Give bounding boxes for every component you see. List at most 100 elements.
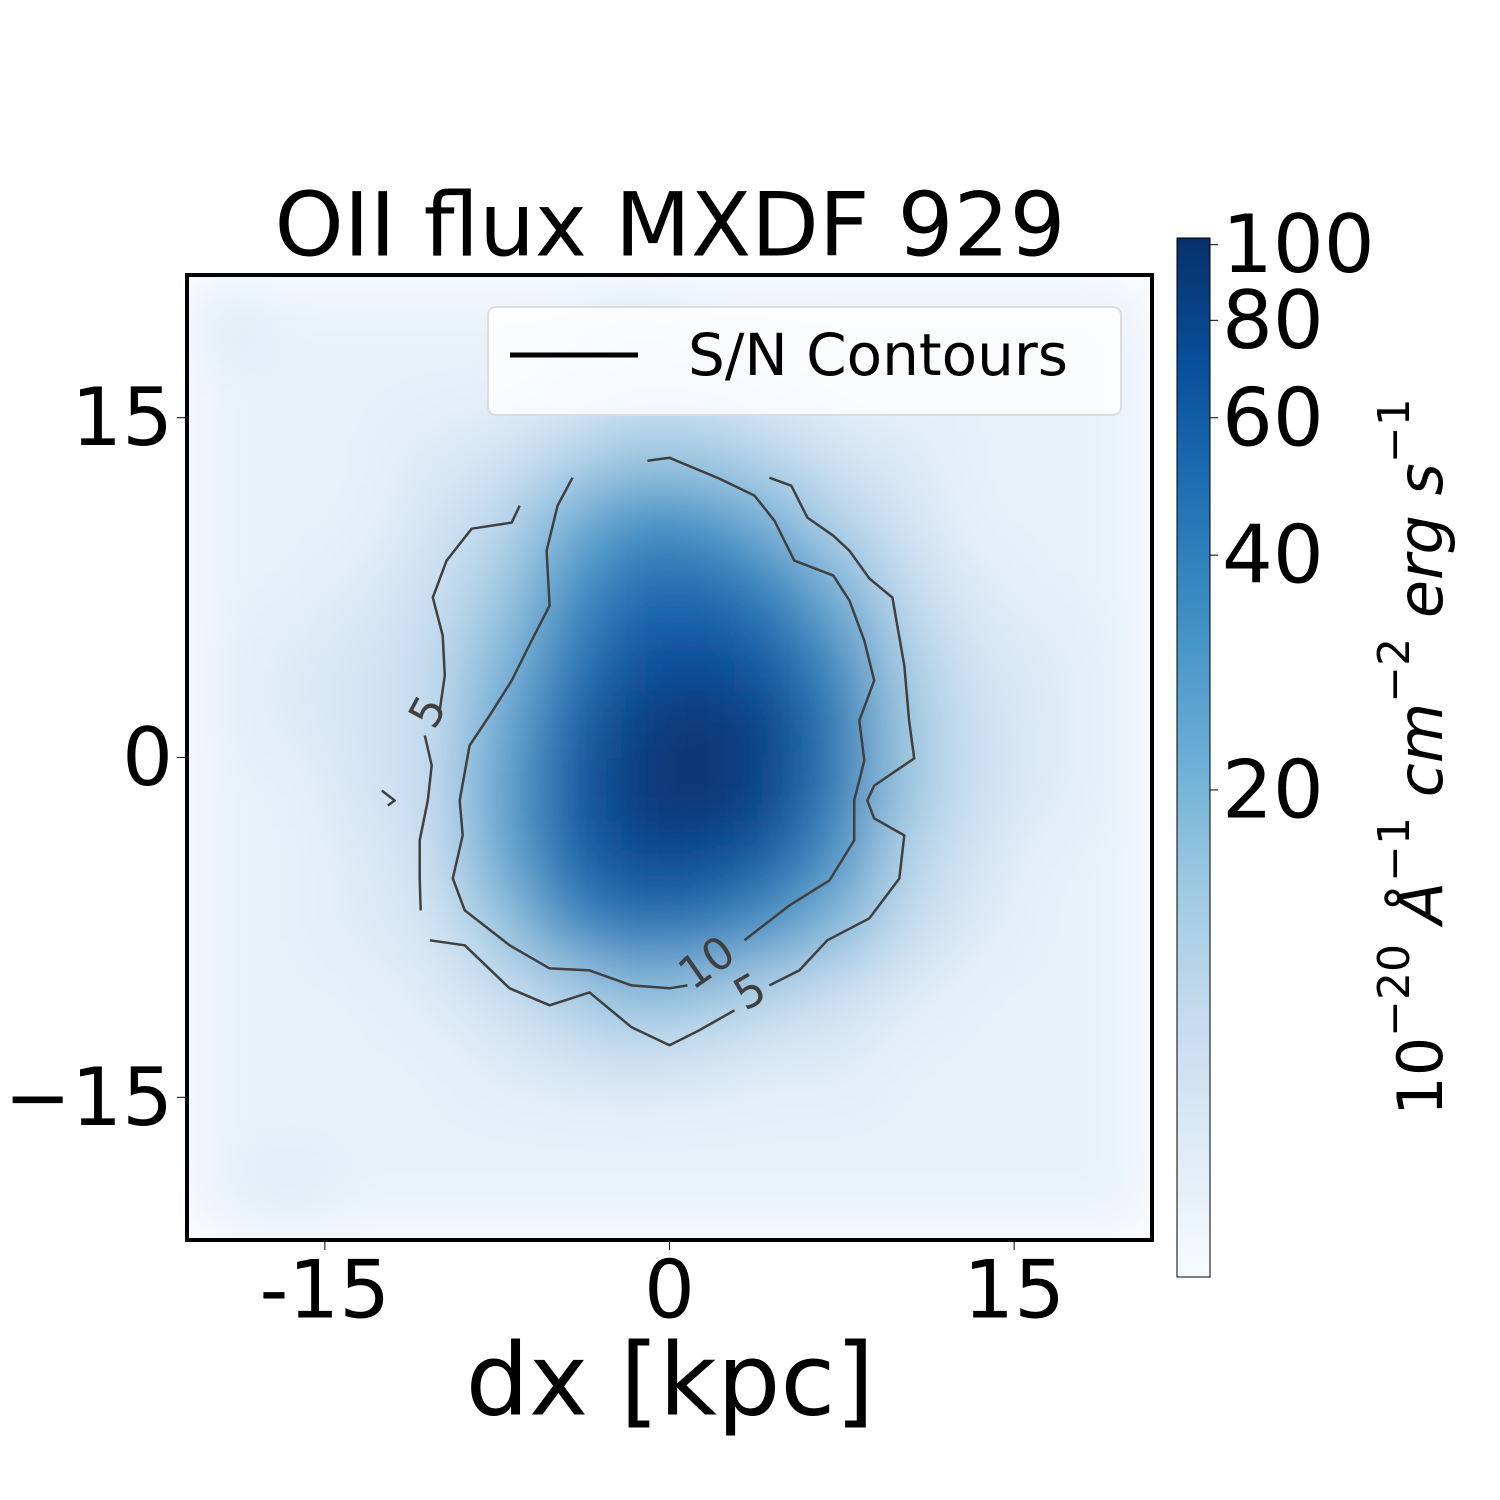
heatmap: [187, 281, 1152, 1234]
heat-cell: [462, 960, 533, 1030]
heat-cell: [255, 1164, 326, 1234]
heat-cell: [187, 1096, 257, 1166]
heat-cell: [255, 553, 326, 623]
label-text: Å: [1384, 882, 1457, 944]
heat-cell: [393, 485, 464, 555]
heat-cell: [1082, 485, 1152, 555]
heat-cell: [875, 417, 946, 487]
heat-cell: [393, 621, 464, 691]
heat-cell: [1082, 892, 1152, 962]
heat-cell: [875, 621, 946, 691]
x-axis-label: dx [kpc]: [466, 1322, 875, 1439]
heat-cell: [1013, 1164, 1084, 1234]
heat-cell: [255, 757, 326, 826]
heat-cell: [324, 960, 395, 1030]
heat-cell: [1013, 417, 1084, 487]
heat-cell: [600, 1164, 670, 1234]
heat-cell: [531, 1028, 602, 1098]
heat-cell: [875, 485, 946, 555]
heat-cell: [1013, 892, 1084, 962]
heat-cell: [255, 824, 326, 894]
heat-cell: [462, 1028, 533, 1098]
heat-cell: [875, 1028, 946, 1098]
heat-cell: [531, 689, 602, 758]
heat-cell: [324, 485, 395, 555]
heat-cell: [462, 1164, 533, 1234]
heat-cell: [1082, 757, 1152, 826]
heat-cell: [875, 757, 946, 826]
heat-cell: [531, 485, 602, 555]
heat-cell: [944, 485, 1015, 555]
heat-cell: [944, 757, 1015, 826]
contour-line: [451, 456, 876, 990]
heat-cell: [944, 1028, 1015, 1098]
heat-cell: [1082, 960, 1152, 1030]
label-exponent: −2: [1369, 638, 1420, 703]
heat-cell: [187, 349, 257, 419]
legend: S/N Contours: [487, 306, 1122, 416]
heat-cell: [806, 1096, 877, 1166]
heat-cell: [1013, 960, 1084, 1030]
heat-cell: [875, 1096, 946, 1166]
plot-area: [187, 281, 1152, 1234]
heat-cell: [600, 485, 670, 555]
heat-cell: [737, 417, 808, 487]
heat-cell: [806, 689, 877, 758]
heat-cell: [462, 621, 533, 691]
y-tick-label: 15: [71, 371, 173, 464]
heat-cell: [393, 892, 464, 962]
heat-cell: [806, 1028, 877, 1098]
heat-cell: [1013, 553, 1084, 623]
heat-cell: [187, 485, 257, 555]
heat-cell: [1013, 689, 1084, 758]
heat-cell: [669, 417, 739, 487]
heat-cell: [531, 1096, 602, 1166]
heat-cell: [1013, 621, 1084, 691]
x-tick-label: -15: [260, 1244, 391, 1337]
heat-cell: [1082, 1164, 1152, 1234]
heat-cell: [324, 689, 395, 758]
heat-cell: [944, 1096, 1015, 1166]
label-text: 10: [1384, 1037, 1457, 1116]
heat-cell: [737, 1096, 808, 1166]
heat-cell: [1082, 417, 1152, 487]
heat-cell: [669, 892, 739, 962]
heat-cell: [462, 1096, 533, 1166]
heat-cell: [255, 349, 326, 419]
heat-cell: [324, 349, 395, 419]
label-exponent: −1: [1369, 817, 1420, 882]
heat-cell: [944, 689, 1015, 758]
heat-cell: [737, 621, 808, 691]
heat-cell: [600, 1096, 670, 1166]
x-tick-label: 15: [963, 1244, 1065, 1337]
contours: [381, 456, 916, 1047]
heat-cell: [806, 1164, 877, 1234]
colorbar-tick-label: 60: [1222, 371, 1324, 464]
heat-cell: [944, 960, 1015, 1030]
heat-cell: [531, 892, 602, 962]
heat-cell: [669, 824, 739, 894]
heat-cell: [255, 417, 326, 487]
heat-cell: [187, 553, 257, 623]
heat-cell: [324, 1096, 395, 1166]
heat-cell: [187, 757, 257, 826]
heat-cell: [806, 417, 877, 487]
heat-cell: [600, 417, 670, 487]
heat-cell: [255, 1028, 326, 1098]
heat-cell: [187, 1164, 257, 1234]
heat-cell: [187, 689, 257, 758]
heat-cell: [255, 892, 326, 962]
heat-cell: [737, 757, 808, 826]
heat-cell: [737, 553, 808, 623]
colorbar-label: 10−20 Å−1 cm−2 erg s−1: [1369, 398, 1457, 1115]
colorbar-tick-label: 20: [1222, 743, 1324, 836]
heat-cell: [393, 281, 464, 351]
heat-cell: [737, 1028, 808, 1098]
heat-cell: [875, 1164, 946, 1234]
heat-cell: [393, 960, 464, 1030]
heat-cell: [393, 349, 464, 419]
heat-cell: [669, 1164, 739, 1234]
heat-cell: [875, 553, 946, 623]
heat-cell: [1082, 621, 1152, 691]
